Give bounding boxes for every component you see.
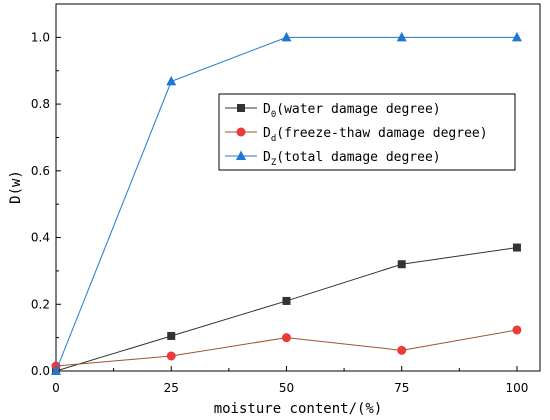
series-square (52, 243, 521, 375)
series-line (55, 36, 517, 372)
y-axis-ticks: 0.0 0.2 0.4 0.6 0.8 1.0 (31, 30, 61, 378)
x-axis-ticks: 0 25 50 75 100 (52, 366, 528, 395)
data-point-triangle (166, 75, 177, 86)
data-point-circle (281, 333, 291, 343)
data-point-square (512, 243, 521, 252)
x-axis-title: moisture content/(%) (214, 401, 383, 417)
legend-marker-triangle (236, 150, 246, 160)
series-layer (51, 31, 522, 375)
y-tick-label: 0.0 (31, 364, 50, 378)
y-tick-label: 0.6 (31, 164, 50, 178)
legend-marker-circle (236, 127, 246, 137)
legend-label: D0(water damage degree) (263, 102, 441, 120)
y-tick-label: 1.0 (31, 30, 50, 44)
data-point-circle (512, 325, 522, 335)
data-point-triangle (281, 31, 292, 42)
plot-frame (55, 3, 541, 372)
x-tick-label: 100 (505, 381, 528, 395)
y-axis-title: D(w) (8, 170, 24, 204)
legend-box (218, 93, 516, 171)
data-point-circle (397, 345, 407, 355)
y-tick-label: 0.8 (31, 97, 50, 111)
data-point-triangle (51, 365, 61, 375)
legend-item: D0(water damage degree) (225, 102, 441, 120)
x-tick-label: 25 (164, 381, 179, 395)
data-point-square (397, 260, 406, 269)
legend: D0(water damage degree) Dd(freeze-thaw da… (218, 93, 516, 171)
data-point-square (282, 296, 291, 305)
series-circle (51, 325, 522, 371)
x-tick-label: 75 (394, 381, 409, 395)
data-point-square (167, 331, 176, 340)
x-tick-label: 50 (279, 381, 294, 395)
data-point-triangle (396, 31, 407, 42)
legend-marker-square (237, 104, 245, 112)
legend-label: DZ(total damage degree) (263, 150, 441, 168)
legend-item: Dd(freeze-thaw damage degree) (225, 126, 488, 144)
legend-item: DZ(total damage degree) (225, 150, 441, 168)
data-point-triangle (511, 31, 522, 42)
series-line (55, 247, 518, 372)
legend-label: Dd(freeze-thaw damage degree) (263, 126, 488, 144)
data-point-circle (166, 351, 176, 361)
x-tick-label: 0 (52, 381, 60, 395)
y-tick-label: 0.4 (31, 231, 50, 245)
y-tick-label: 0.2 (31, 297, 50, 311)
series-triangle (51, 31, 522, 375)
